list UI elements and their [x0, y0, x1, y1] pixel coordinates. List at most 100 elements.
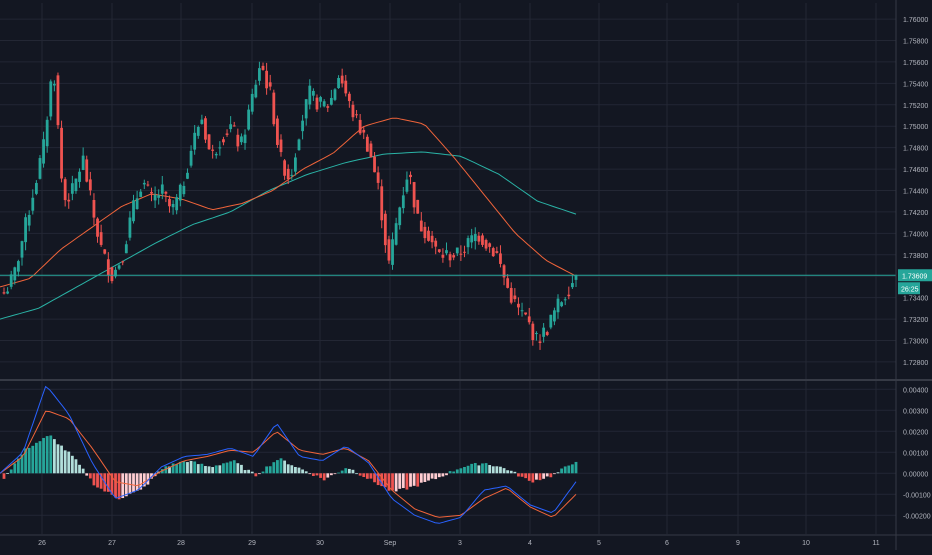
- candle-up: [556, 298, 560, 313]
- candle-down: [92, 199, 96, 218]
- macd-histogram-bar: [463, 467, 466, 474]
- macd-histogram-bar: [506, 470, 510, 474]
- macd-histogram-bar: [88, 473, 92, 479]
- candle-down: [369, 143, 373, 158]
- macd-histogram-bar: [193, 461, 197, 474]
- candle-down: [88, 179, 92, 191]
- candle-down: [85, 159, 89, 182]
- candle-up: [574, 275, 578, 280]
- price-axis-tick: 1.74800: [903, 146, 928, 153]
- candle-up: [175, 197, 179, 211]
- candle-up: [549, 314, 553, 328]
- macd-histogram-bar: [124, 473, 128, 497]
- macd-histogram-bar: [168, 466, 171, 474]
- macd-histogram-bar: [38, 441, 42, 474]
- candle-up: [200, 119, 204, 124]
- macd-histogram-bar: [225, 462, 229, 474]
- macd-histogram-bar: [535, 473, 538, 480]
- candle-up: [240, 136, 243, 143]
- candle-down: [495, 251, 499, 253]
- macd-histogram-bar: [128, 473, 132, 494]
- price-axis-tick: 1.75600: [903, 60, 928, 67]
- candle-down: [484, 240, 488, 249]
- macd-histogram-bar: [322, 473, 326, 481]
- candle-up: [319, 97, 322, 102]
- macd-histogram-bar: [45, 436, 49, 474]
- candle-up: [535, 333, 538, 335]
- price-axis-tick: 1.75400: [903, 81, 928, 88]
- macd-histogram-bar: [81, 468, 85, 474]
- macd-histogram-bar: [276, 460, 279, 474]
- candle-down: [204, 118, 207, 140]
- macd-histogram-bar: [20, 454, 24, 474]
- price-axis-tick: 1.75000: [903, 124, 928, 131]
- candle-down: [380, 186, 384, 221]
- macd-histogram-bar: [419, 473, 423, 483]
- price-axis-tick: 1.74400: [903, 189, 928, 196]
- macd-histogram-bar: [114, 473, 117, 498]
- macd-histogram-bar: [567, 465, 571, 474]
- candle-down: [409, 174, 412, 178]
- time-axis-tick: 9: [736, 540, 740, 547]
- macd-histogram-bar: [222, 463, 225, 474]
- candle-down: [56, 75, 60, 126]
- macd-histogram-bar: [31, 445, 35, 474]
- macd-axis-tick: 0.00400: [903, 387, 928, 394]
- candle-down: [416, 199, 420, 214]
- candle-up: [81, 155, 85, 171]
- macd-histogram-bar: [304, 471, 308, 474]
- macd-histogram-bar: [110, 473, 114, 495]
- macd-histogram-bar: [92, 473, 96, 486]
- candle-down: [362, 129, 366, 133]
- candle-down: [441, 254, 445, 258]
- macd-histogram-bar: [459, 468, 463, 474]
- candle-up: [229, 124, 233, 130]
- macd-histogram-bar: [355, 473, 358, 475]
- bar-countdown: 26:25: [901, 286, 919, 293]
- macd-histogram-bar: [524, 473, 528, 479]
- macd-histogram-bar: [218, 465, 222, 474]
- candle-down: [121, 261, 125, 263]
- macd-histogram-bar: [9, 469, 13, 474]
- macd-histogram-bar: [283, 460, 287, 474]
- candle-up: [337, 77, 340, 89]
- candle-down: [387, 239, 391, 261]
- candle-down: [491, 248, 495, 257]
- macd-histogram-bar: [49, 435, 53, 474]
- price-axis-tick: 1.73800: [903, 253, 928, 260]
- candle-down: [488, 243, 492, 247]
- macd-histogram-bar: [365, 473, 369, 479]
- macd-histogram-bar: [70, 455, 74, 474]
- time-axis-tick: 5: [597, 540, 601, 547]
- grid-lines: [0, 3, 896, 534]
- macd-histogram-bar: [412, 473, 416, 486]
- macd-axis-tick: 0.00200: [903, 429, 928, 436]
- time-axis-tick: 4: [528, 540, 532, 547]
- macd-histogram-bar: [232, 460, 236, 474]
- macd-histogram-bar: [56, 444, 60, 474]
- candle-up: [114, 269, 117, 277]
- candle-up: [132, 200, 135, 222]
- candle-down: [412, 182, 416, 208]
- candle-up: [74, 178, 78, 192]
- candle-down: [509, 287, 513, 303]
- macd-histogram-bar: [473, 463, 477, 474]
- candle-down: [531, 323, 535, 340]
- macd-histogram-bar: [538, 473, 542, 481]
- candle-up: [24, 217, 27, 243]
- candle-up: [16, 261, 20, 272]
- candle-up: [38, 158, 42, 179]
- candle-down: [365, 136, 369, 152]
- macd-histogram-bar: [423, 473, 427, 483]
- time-axis-tick: 3: [458, 540, 462, 547]
- macd-histogram-bar: [376, 473, 380, 486]
- macd-histogram-bar: [308, 473, 312, 475]
- macd-histogram: [2, 435, 578, 500]
- candle-up: [142, 182, 146, 185]
- candle-up: [322, 101, 326, 107]
- candle-up: [520, 310, 524, 312]
- candle-up: [466, 238, 470, 248]
- macd-histogram-bar: [229, 461, 233, 474]
